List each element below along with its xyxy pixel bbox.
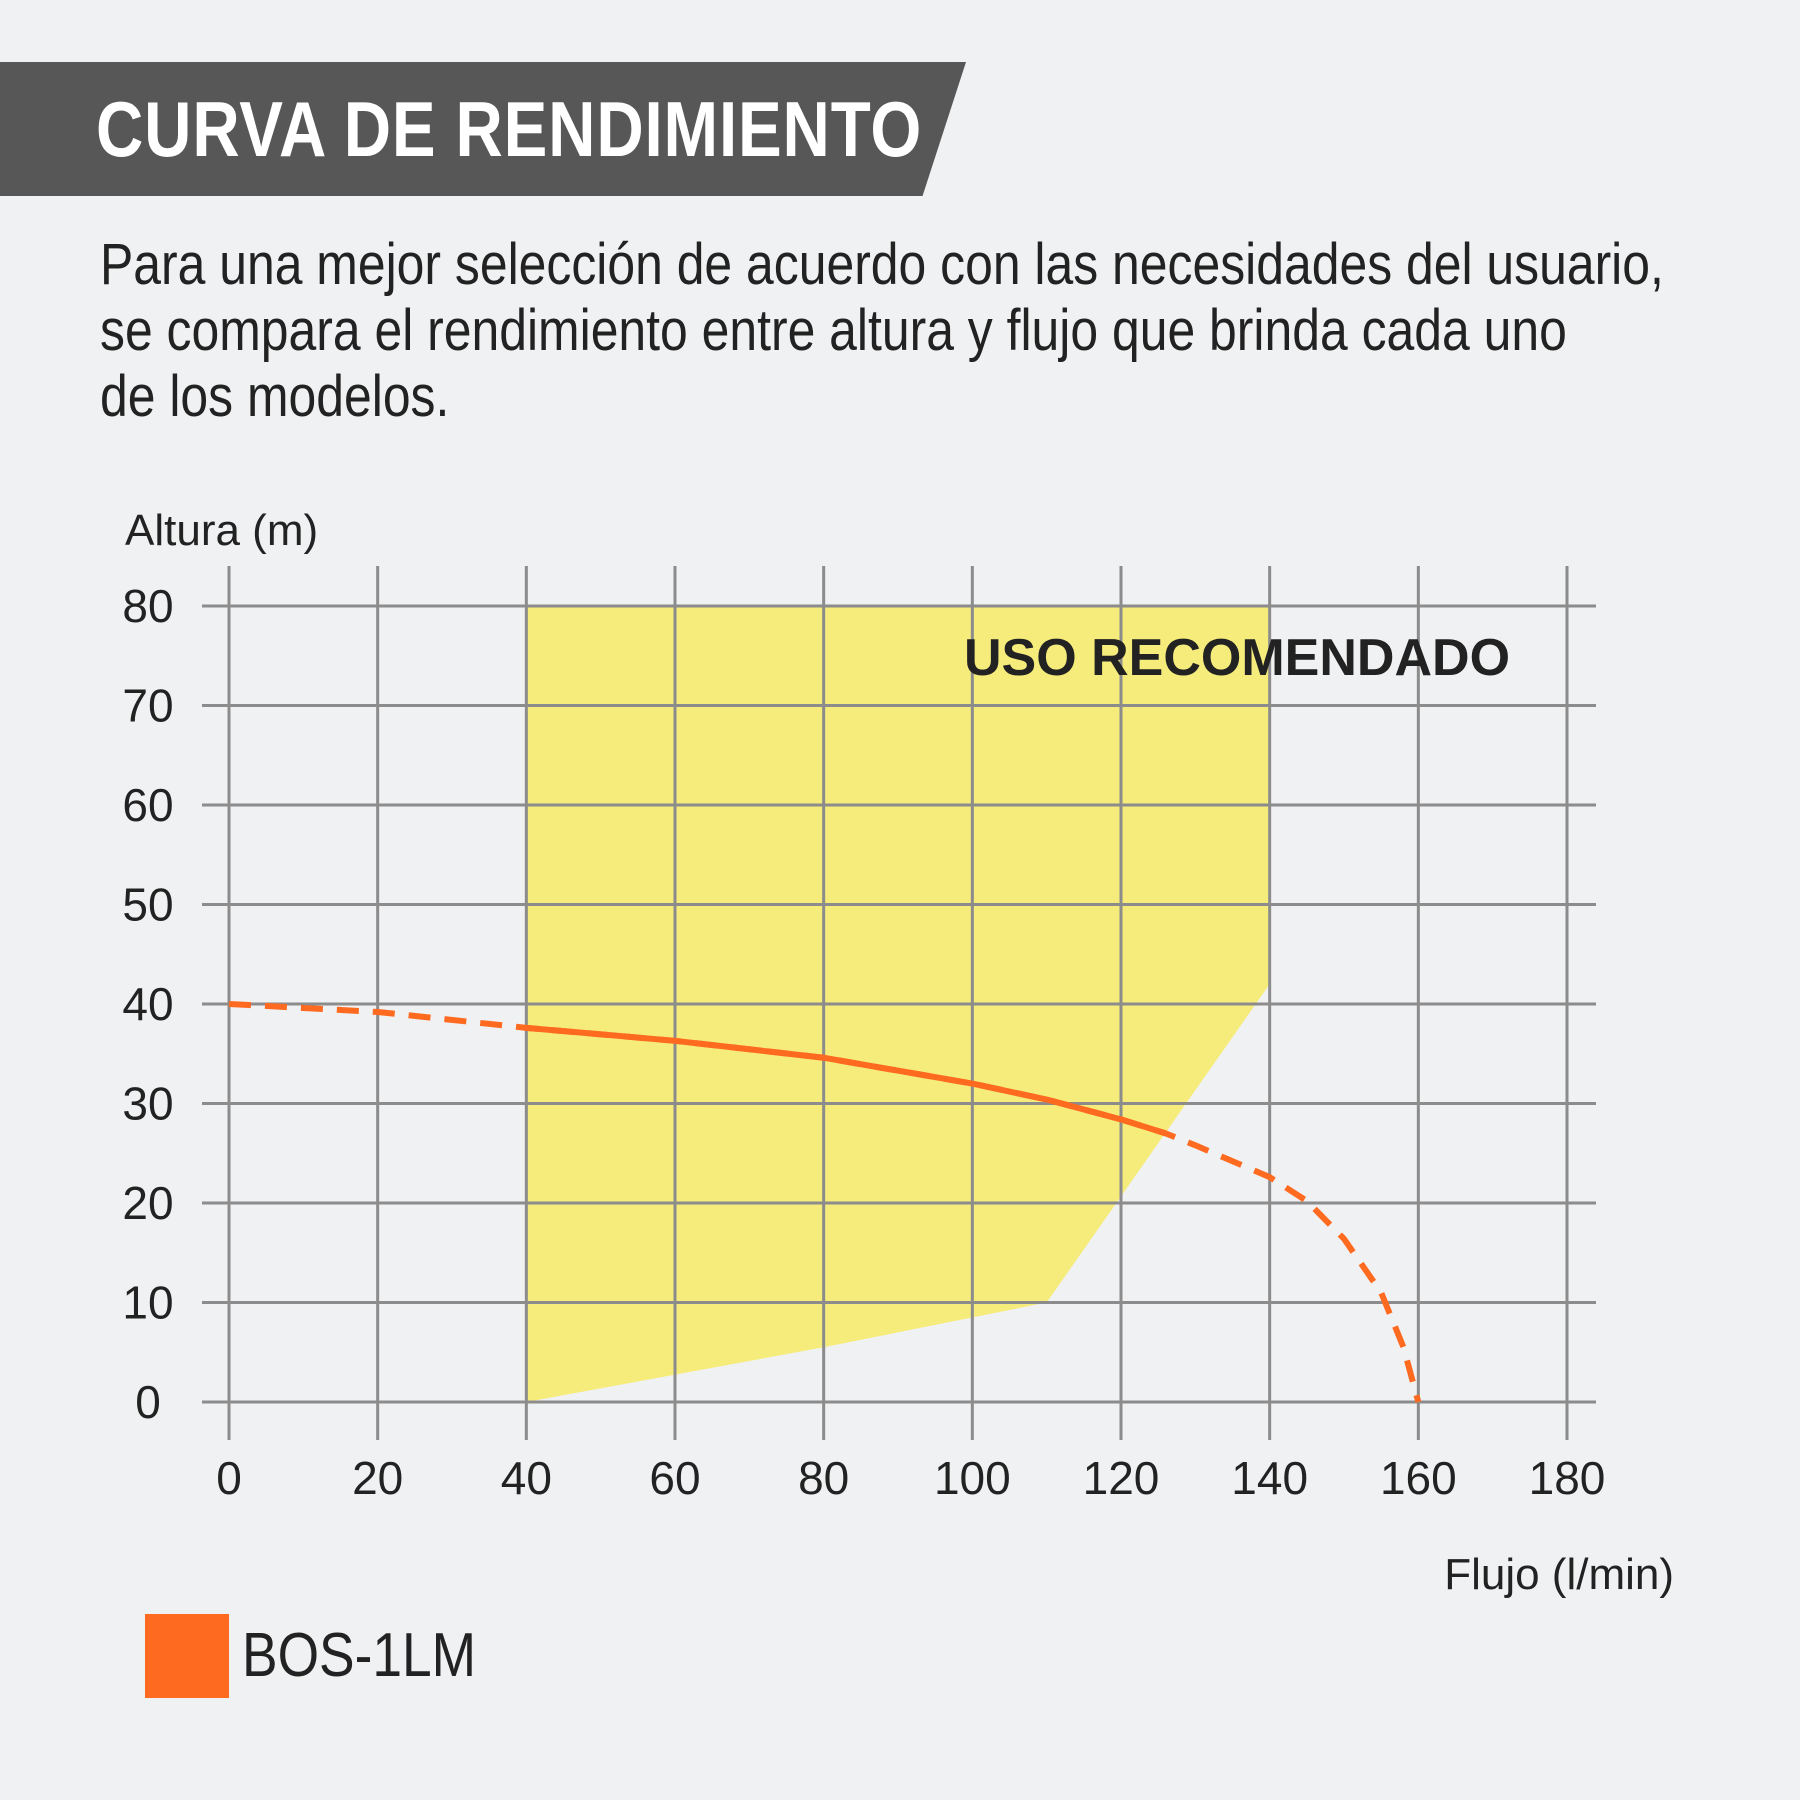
- x-axis-label: Flujo (l/min): [1444, 1550, 1674, 1599]
- y-tick-label-40: 40: [122, 978, 173, 1030]
- x-tick-label-120: 120: [1083, 1452, 1160, 1504]
- y-tick-label-80: 80: [122, 580, 173, 632]
- x-tick-label-40: 40: [501, 1452, 552, 1504]
- y-axis-label: Altura (m): [125, 506, 318, 555]
- title-banner: [0, 62, 966, 196]
- y-tick-label-10: 10: [122, 1277, 173, 1329]
- description-line-3: de los modelos.: [100, 364, 450, 429]
- x-tick-label-20: 20: [352, 1452, 403, 1504]
- x-tick-label-100: 100: [934, 1452, 1011, 1504]
- x-tick-label-80: 80: [798, 1452, 849, 1504]
- x-tick-label-140: 140: [1231, 1452, 1308, 1504]
- page-title: CURVA DE RENDIMIENTO: [96, 85, 923, 173]
- x-tick-label-180: 180: [1529, 1452, 1606, 1504]
- y-tick-label-60: 60: [122, 779, 173, 831]
- recommended-zone-label: USO RECOMENDADO: [964, 629, 1510, 687]
- y-tick-label-20: 20: [122, 1177, 173, 1229]
- description-line-2: se compara el rendimiento entre altura y…: [100, 298, 1567, 363]
- legend-label-bos-1lm: BOS-1LM: [242, 1621, 477, 1690]
- y-tick-label-0: 0: [135, 1376, 161, 1428]
- x-tick-label-0: 0: [216, 1452, 242, 1504]
- y-tick-label-30: 30: [122, 1078, 173, 1130]
- series-curve-solid-0: [523, 1024, 1169, 1137]
- legend-swatch-bos-1lm: [145, 1614, 229, 1698]
- x-tick-label-60: 60: [649, 1452, 700, 1504]
- description-text: Para una mejor selección de acuerdo con …: [100, 232, 1664, 430]
- y-tick-label-50: 50: [122, 879, 173, 931]
- x-tick-label-160: 160: [1380, 1452, 1457, 1504]
- y-tick-label-70: 70: [122, 680, 173, 732]
- description-line-1: Para una mejor selección de acuerdo con …: [100, 232, 1664, 297]
